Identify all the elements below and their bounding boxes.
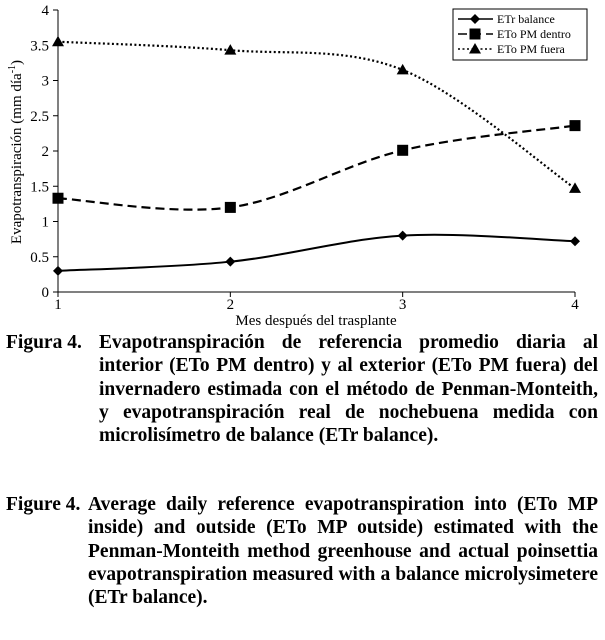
y-tick-label: 2 xyxy=(42,144,50,160)
series-line xyxy=(57,233,576,272)
y-axis-title-close: ) xyxy=(9,60,25,65)
y-tick-label: 4 xyxy=(42,3,50,19)
legend-label: ETo PM fuera xyxy=(497,42,565,56)
figure-caption-english: Figure 4. Average daily reference evapot… xyxy=(6,493,598,609)
y-tick-label: 1 xyxy=(42,215,50,231)
data-point-square xyxy=(224,201,236,213)
y-tick-label: 3 xyxy=(42,74,50,90)
caption-es-label: Figura 4. xyxy=(6,332,82,353)
series-triangle xyxy=(52,35,581,193)
y-tick-label: 2.5 xyxy=(30,109,49,125)
x-axis-title: Mes después del trasplante xyxy=(235,313,397,329)
data-point-diamond xyxy=(397,230,408,241)
data-point-diamond xyxy=(570,236,580,247)
series xyxy=(52,35,581,276)
y-tick-label: 1.5 xyxy=(30,179,49,195)
data-point-diamond xyxy=(225,256,236,267)
legend-swatch-marker xyxy=(469,43,481,54)
y-axis-title-superscript: -1 xyxy=(7,65,18,73)
y-tick-label: 0 xyxy=(42,285,50,301)
figure-caption-spanish: Figura 4. Evapotranspiración de referenc… xyxy=(6,331,598,447)
axes xyxy=(53,9,576,297)
y-tick-label: 3.5 xyxy=(30,38,49,54)
x-tick-label: 1 xyxy=(54,297,62,313)
data-point-square xyxy=(52,192,64,204)
data-point-triangle xyxy=(396,63,409,75)
data-point-square xyxy=(569,120,581,132)
y-tick-label: 0.5 xyxy=(30,250,49,266)
legend-label: ETr balance xyxy=(497,12,555,26)
data-point-triangle xyxy=(52,35,64,47)
legend-swatch-marker xyxy=(469,28,481,40)
legend-label: ETo PM dentro xyxy=(497,27,571,41)
x-tick-label: 4 xyxy=(571,297,579,313)
y-axis-title: Evapotranspiración (mm día-1) xyxy=(7,60,25,244)
series-square xyxy=(52,120,581,213)
caption-es-text: Evapotranspiración de referencia promedi… xyxy=(99,332,598,447)
tick-labels: 0 0.5 1 1.5 2 2.5 3 3.5 4 1 2 3 4 xyxy=(30,3,579,313)
caption-en-text: Average daily reference evapotranspirati… xyxy=(88,494,598,609)
series-line xyxy=(57,40,576,190)
caption-en-label: Figure 4. xyxy=(6,494,81,515)
legend-swatch-marker xyxy=(470,14,480,24)
data-point-diamond xyxy=(53,265,63,276)
series-diamond xyxy=(53,230,580,276)
x-tick-label: 3 xyxy=(399,297,407,313)
data-point-triangle xyxy=(224,44,237,55)
data-point-square xyxy=(397,144,409,156)
x-tick-label: 2 xyxy=(227,297,235,313)
data-point-triangle xyxy=(569,182,581,193)
y-axis-title-main: Evapotranspiración (mm día xyxy=(9,73,25,244)
series-line xyxy=(57,124,576,211)
